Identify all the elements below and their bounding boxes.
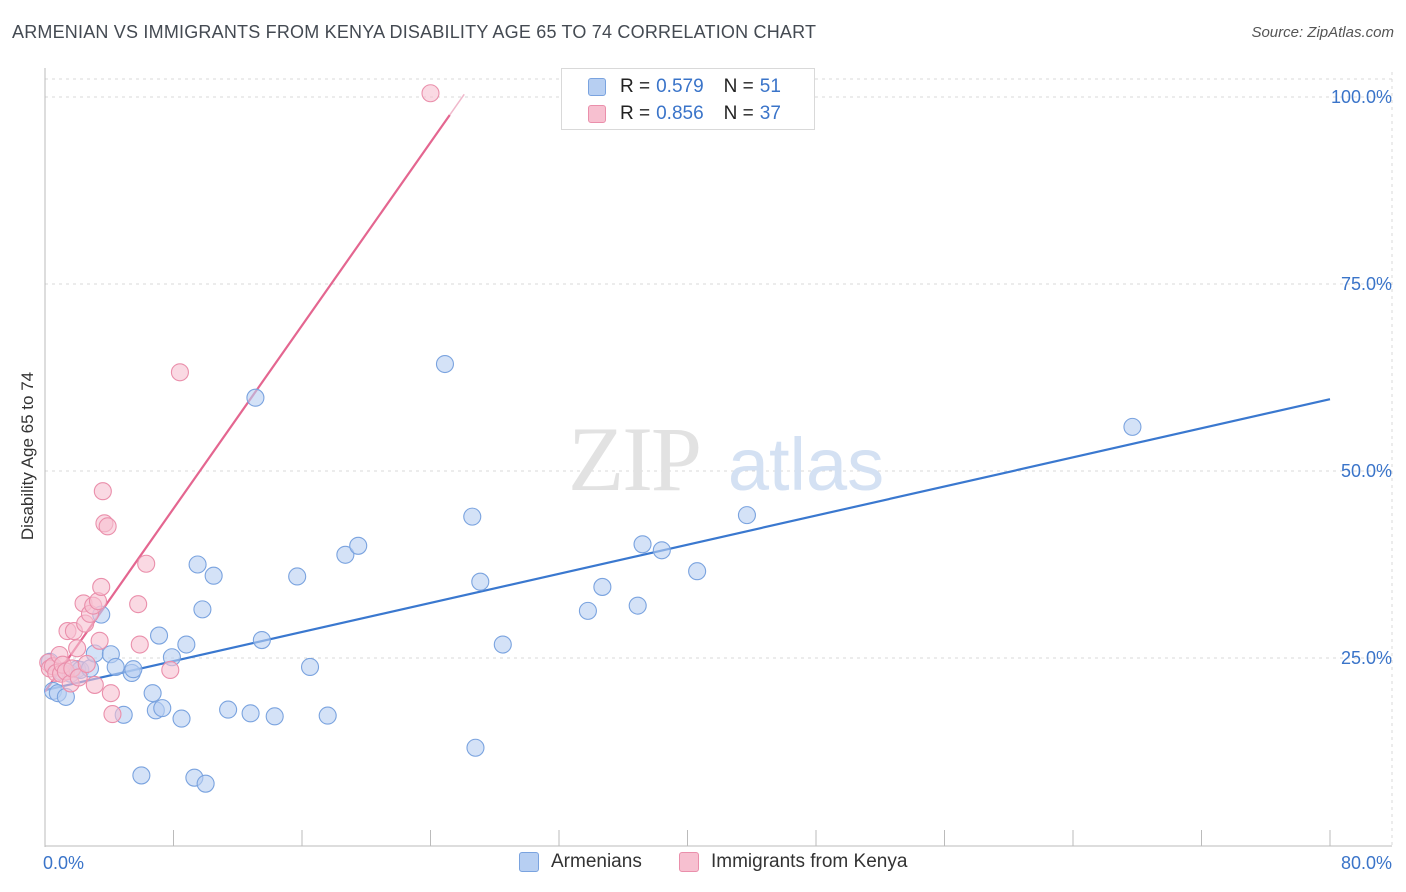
armenians-point (349, 536, 368, 555)
y-axis-label: Disability Age 65 to 74 (18, 371, 37, 541)
kenya-point (92, 577, 111, 596)
kenya-point (137, 554, 156, 573)
armenians-point (593, 577, 612, 596)
armenians-point (463, 507, 482, 526)
grid-layer (45, 72, 1393, 846)
legend-swatch-armenians (519, 852, 539, 872)
armenians-point (188, 555, 207, 574)
watermark-atlas: atlas (728, 423, 884, 506)
x-tick-label-max: 80.0% (1341, 853, 1392, 873)
y-tick-label: 75.0% (1341, 274, 1392, 294)
kenya-point (77, 654, 96, 674)
trend-lines (44, 93, 1331, 693)
armenians-point (288, 567, 307, 586)
armenians-point (336, 545, 355, 564)
tick-labels: 25.0% 50.0% 75.0% 100.0% 0.0% 80.0% (43, 87, 1392, 873)
armenians-point (219, 700, 238, 719)
armenians-point (193, 600, 212, 619)
y-tick-label: 50.0% (1341, 461, 1392, 481)
stats-row-kenya: R = 0.856 N = 37 (588, 101, 781, 127)
stats-row-armenians: R = 0.579 N = 51 (588, 74, 781, 100)
kenya-point (69, 668, 88, 687)
kenya-point (101, 684, 120, 703)
armenians-swatch (588, 78, 606, 96)
kenya-point (421, 84, 440, 103)
armenians-point (177, 635, 196, 654)
r-label: R = (620, 103, 651, 124)
armenians-point (252, 630, 271, 650)
armenians-point (471, 572, 490, 591)
r-value: 0.579 (656, 76, 704, 97)
axis-layer (44, 68, 1392, 847)
armenians-point (132, 766, 151, 785)
y-tick-label: 100.0% (1331, 87, 1392, 107)
legend-item-kenya: Immigrants from Kenya (679, 851, 907, 873)
armenians-point (688, 562, 707, 581)
armenians-point (149, 626, 169, 645)
armenians-point (628, 596, 647, 615)
trend-line-kenya-extension (449, 93, 465, 116)
r-value: 0.856 (656, 103, 704, 124)
source-credit: Source: ZipAtlas.com (1251, 24, 1394, 41)
kenya-point (68, 639, 87, 658)
armenians-point (435, 354, 455, 374)
kenya-point (129, 595, 148, 614)
armenians-point (578, 601, 597, 620)
chart-title: ARMENIAN VS IMMIGRANTS FROM KENYA DISABI… (12, 22, 817, 42)
armenians-point (241, 704, 260, 723)
kenya-point (85, 675, 104, 694)
y-tick-label: 25.0% (1341, 648, 1392, 668)
armenians-point (124, 660, 143, 679)
n-label: N = (723, 76, 754, 97)
armenians-point (172, 709, 191, 728)
n-label: N = (723, 103, 754, 124)
legend-swatch-kenya (679, 852, 699, 872)
kenya-swatch (588, 105, 606, 123)
armenians-point (466, 738, 485, 757)
armenians-point (1123, 417, 1142, 436)
armenians-point (300, 657, 320, 677)
legend-label-armenians: Armenians (551, 851, 642, 872)
kenya-point (170, 363, 189, 382)
armenians-point (143, 684, 162, 703)
kenya-point (103, 705, 122, 724)
stats-box: R = 0.579 N = 51 R = 0.856 N = 37 (561, 68, 815, 130)
armenians-point (204, 566, 223, 585)
x-tick-label-min: 0.0% (43, 853, 84, 873)
armenians-point (493, 635, 512, 654)
armenians-point (318, 706, 337, 725)
armenians-point (633, 535, 652, 554)
kenya-point (98, 517, 117, 536)
watermark: ZIP atlas (568, 408, 884, 510)
trend-line-kenya (44, 114, 451, 693)
n-value: 37 (759, 103, 781, 124)
armenians-point (652, 541, 671, 560)
data-points (39, 84, 1142, 793)
armenians-point (737, 506, 756, 525)
armenians-point (196, 774, 215, 793)
r-label: R = (620, 76, 651, 97)
kenya-point (130, 635, 149, 654)
watermark-zip: ZIP (568, 408, 700, 510)
kenya-point (90, 631, 109, 650)
armenians-point (153, 699, 172, 718)
n-value: 51 (759, 76, 781, 97)
armenians-point (265, 707, 284, 726)
kenya-point (161, 660, 180, 680)
legend-label-kenya: Immigrants from Kenya (711, 851, 908, 872)
armenians-point (106, 657, 125, 677)
legend: Armenians Immigrants from Kenya (0, 851, 1406, 877)
kenya-point (93, 482, 112, 501)
armenians-point (246, 388, 265, 407)
legend-item-armenians: Armenians (519, 851, 642, 873)
